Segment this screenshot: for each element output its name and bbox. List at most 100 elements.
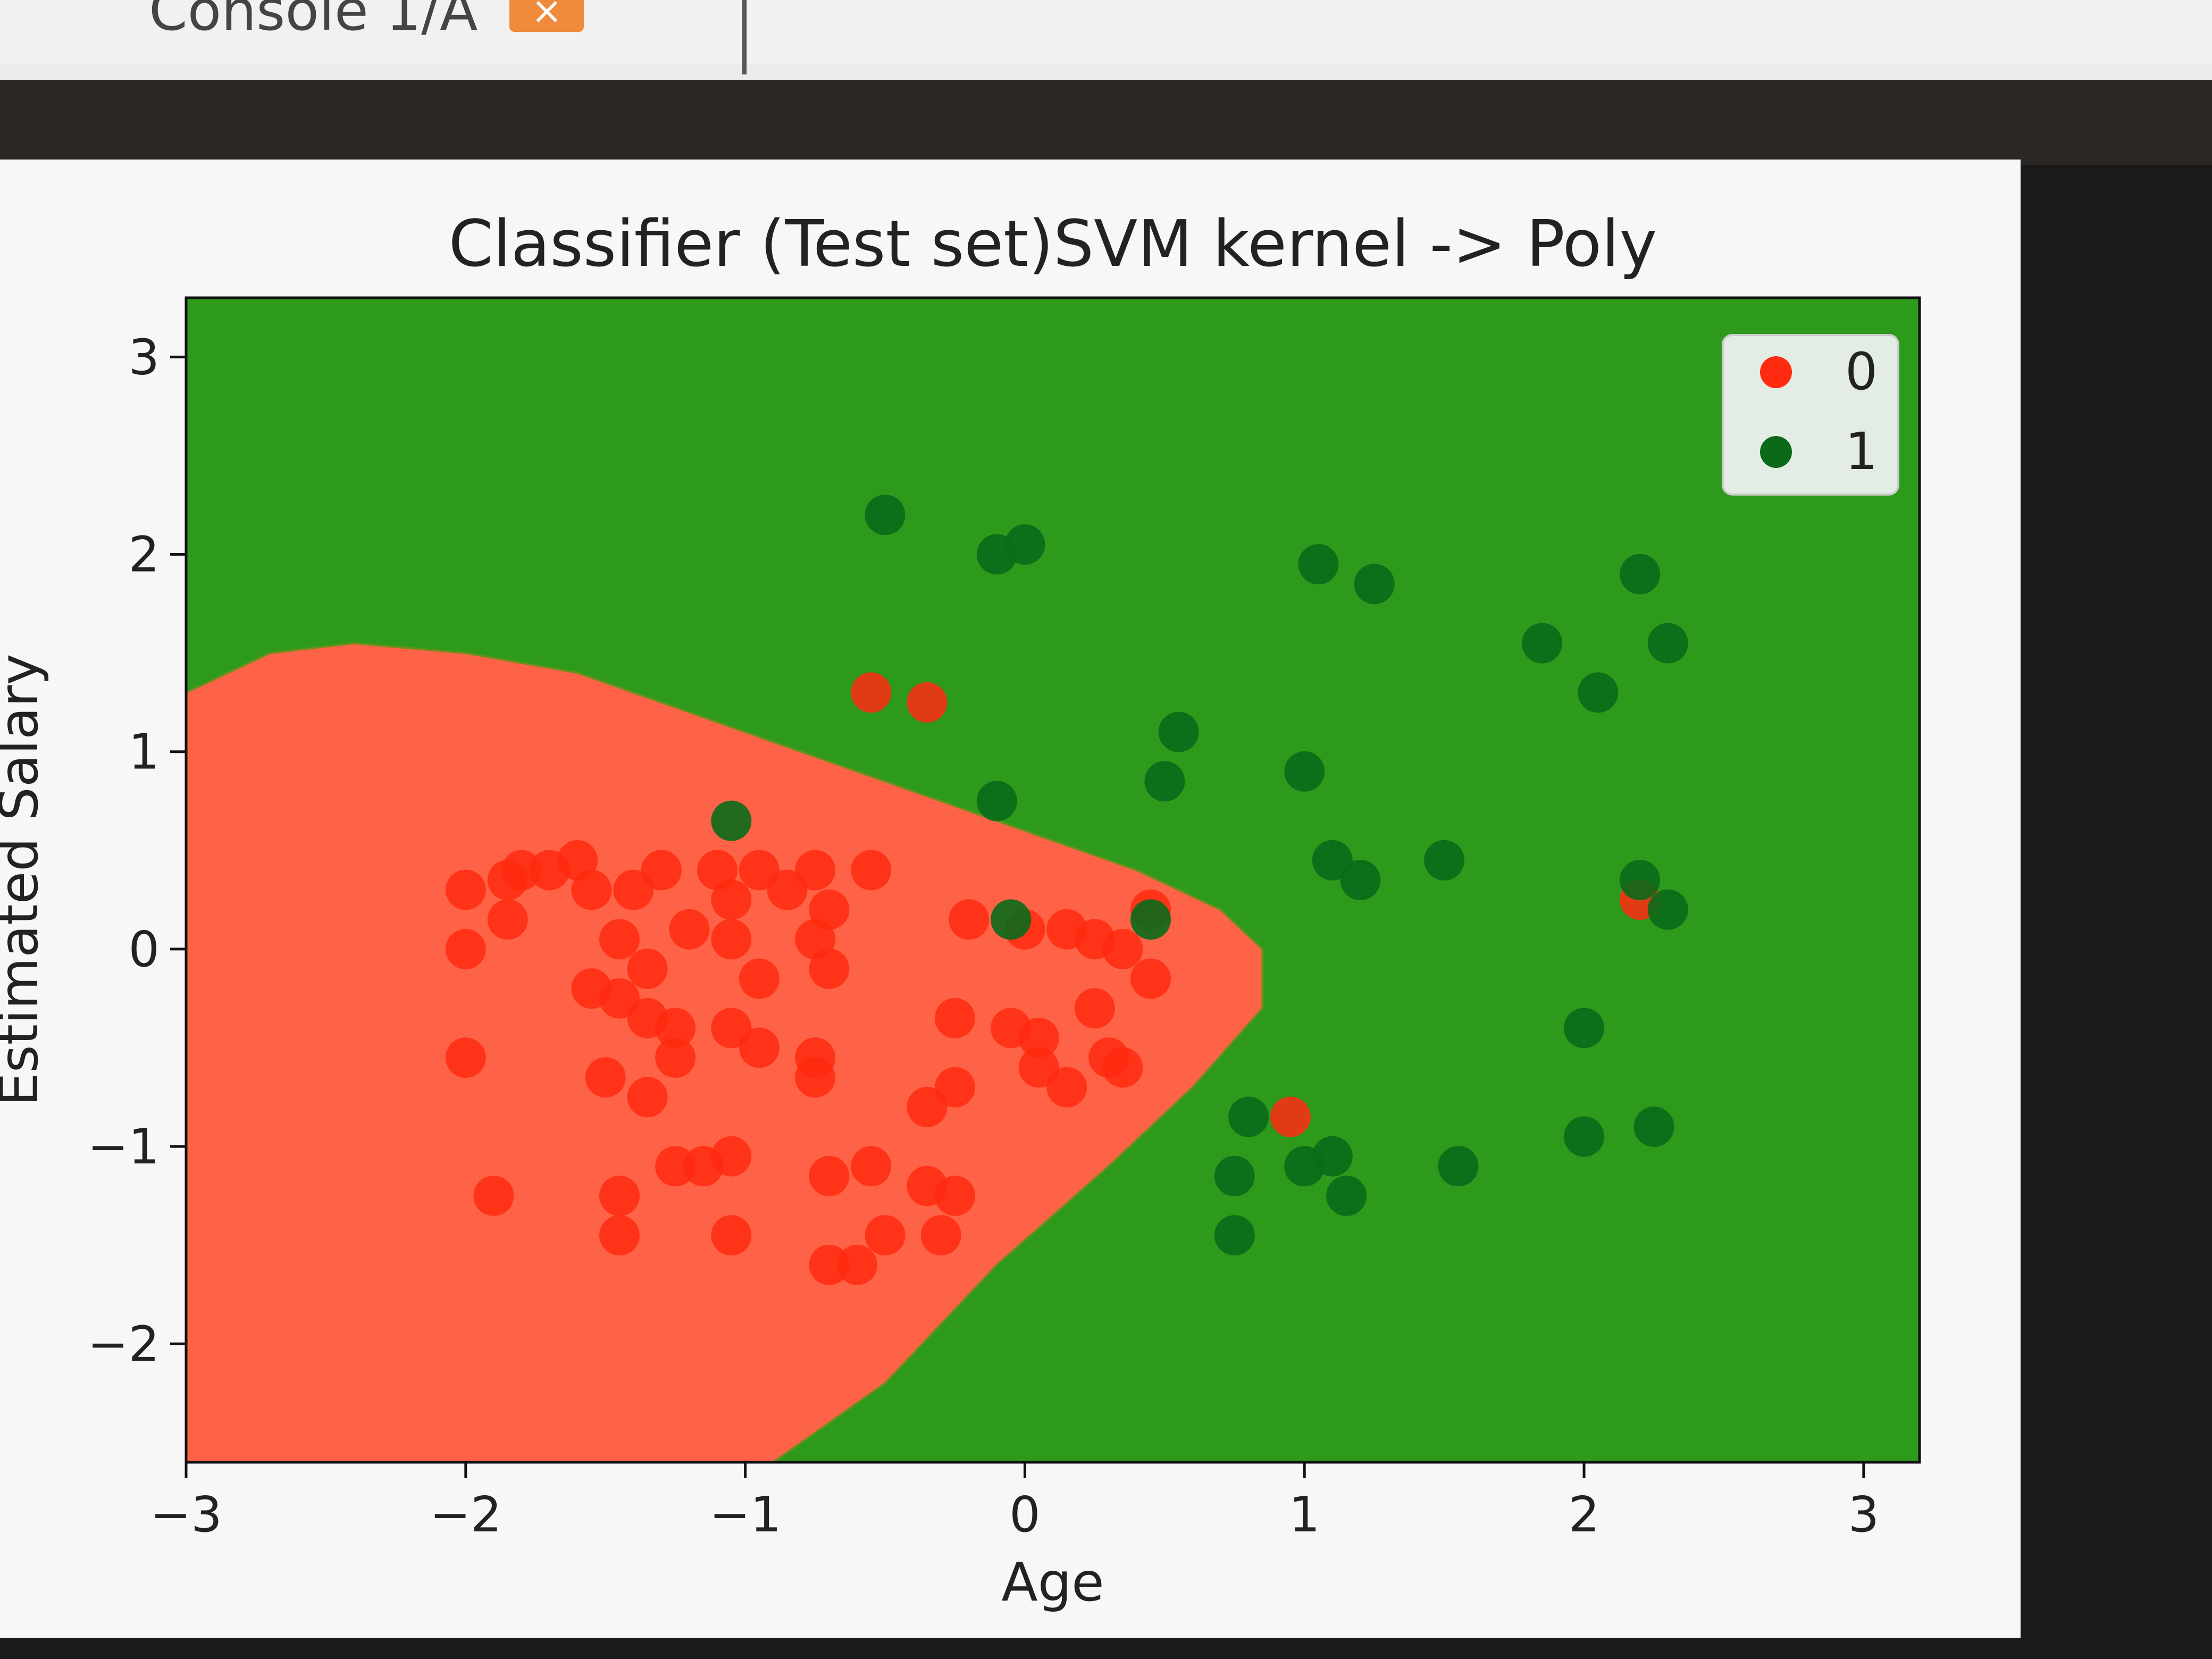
- point-class-1: [1633, 1106, 1674, 1147]
- point-class-1: [1522, 623, 1563, 664]
- y-tick-label: 0: [128, 921, 160, 978]
- legend-label-1: 1: [1845, 422, 1878, 481]
- close-tab-icon[interactable]: ×: [509, 0, 584, 32]
- point-class-0: [795, 1057, 836, 1098]
- point-class-0: [655, 1146, 696, 1187]
- point-class-0: [711, 919, 752, 960]
- point-class-0: [809, 949, 850, 990]
- point-class-1: [1647, 889, 1688, 930]
- point-class-0: [1130, 958, 1171, 999]
- point-class-0: [934, 1067, 975, 1108]
- x-tick-label: 1: [1289, 1486, 1320, 1543]
- point-class-1: [1326, 1175, 1367, 1216]
- point-class-0: [669, 909, 710, 950]
- point-class-0: [1270, 1096, 1311, 1137]
- point-class-0: [445, 928, 486, 969]
- point-class-1: [1564, 1116, 1605, 1157]
- point-class-0: [599, 1215, 640, 1256]
- legend: 0 1: [1722, 334, 1899, 496]
- point-class-0: [585, 1057, 626, 1098]
- console-tab-label: Console 1/A: [149, 0, 478, 43]
- point-class-1: [1214, 1155, 1255, 1196]
- point-class-0: [627, 949, 668, 990]
- point-class-1: [1158, 711, 1199, 752]
- y-axis-label: Estimated Salary: [0, 653, 50, 1106]
- point-class-0: [949, 899, 990, 940]
- tab-divider: [742, 0, 747, 74]
- point-class-1: [1564, 1008, 1605, 1049]
- point-class-0: [599, 919, 640, 960]
- point-class-0: [641, 850, 682, 891]
- point-class-0: [920, 1215, 961, 1256]
- point-class-0: [907, 682, 948, 723]
- point-class-0: [836, 1244, 877, 1285]
- x-tick-label: −2: [430, 1486, 502, 1543]
- point-class-0: [711, 1008, 752, 1049]
- point-class-0: [1074, 988, 1115, 1029]
- point-class-0: [711, 1136, 752, 1177]
- point-class-1: [991, 899, 1032, 940]
- point-class-1: [711, 800, 752, 841]
- point-class-1: [1298, 544, 1339, 585]
- point-class-0: [1088, 1037, 1129, 1078]
- y-axis-ticks: −2 −1 0 1 2 3: [87, 329, 186, 1372]
- x-axis-label: Age: [1001, 1551, 1104, 1613]
- console-tab[interactable]: Console 1/A ×: [149, 0, 584, 43]
- point-class-0: [851, 1146, 892, 1187]
- point-class-1: [1340, 860, 1381, 900]
- x-tick-label: −3: [150, 1486, 222, 1543]
- x-tick-label: 2: [1569, 1486, 1600, 1543]
- y-tick-label: −1: [87, 1118, 160, 1175]
- point-class-1: [1354, 564, 1395, 605]
- legend-marker-0: [1760, 356, 1792, 388]
- dark-panel-band: [0, 80, 2212, 165]
- x-tick-label: −1: [709, 1486, 782, 1543]
- point-class-0: [599, 1175, 640, 1216]
- point-class-1: [1228, 1096, 1269, 1137]
- x-tick-label: 0: [1009, 1486, 1041, 1543]
- point-class-0: [655, 1037, 696, 1078]
- y-tick-label: 1: [128, 724, 160, 781]
- point-class-0: [934, 1175, 975, 1216]
- point-class-0: [1018, 1017, 1059, 1058]
- point-class-0: [934, 998, 975, 1038]
- point-class-0: [655, 1008, 696, 1049]
- point-class-0: [739, 850, 780, 891]
- plot-frame: [185, 296, 1921, 1464]
- point-class-1: [1578, 672, 1619, 713]
- x-tick-label: 3: [1848, 1486, 1880, 1543]
- point-class-1: [1130, 899, 1171, 940]
- point-class-0: [809, 1244, 850, 1285]
- point-class-1: [1144, 761, 1185, 802]
- point-class-0: [1046, 1067, 1087, 1108]
- point-class-0: [711, 1215, 752, 1256]
- point-class-1: [1620, 554, 1661, 594]
- point-class-1: [1214, 1215, 1255, 1256]
- y-tick-label: −2: [87, 1316, 160, 1372]
- point-class-0: [851, 672, 892, 713]
- point-class-0: [767, 869, 808, 910]
- point-class-0: [487, 899, 528, 940]
- point-class-0: [445, 869, 486, 910]
- chart-title: Classifier (Test set)SVM kernel -> Poly: [449, 207, 1657, 281]
- point-class-0: [627, 1077, 668, 1118]
- point-class-1: [1004, 524, 1045, 565]
- point-class-0: [1018, 1047, 1059, 1088]
- plot-area: [186, 298, 1920, 1462]
- scatter-points: [445, 495, 1688, 1285]
- point-class-0: [1102, 928, 1143, 969]
- point-class-0: [795, 850, 836, 891]
- plot-figure: Classifier (Test set)SVM kernel -> Poly …: [0, 160, 2021, 1638]
- y-tick-label: 3: [128, 329, 160, 386]
- point-class-1: [1438, 1146, 1479, 1187]
- point-class-1: [976, 781, 1017, 822]
- point-class-0: [501, 850, 542, 891]
- point-class-0: [851, 850, 892, 891]
- point-class-0: [599, 978, 640, 1019]
- point-class-0: [445, 1037, 486, 1078]
- point-class-0: [865, 1215, 906, 1256]
- point-class-1: [1424, 840, 1465, 881]
- point-class-1: [1284, 751, 1325, 792]
- point-class-1: [1312, 1136, 1353, 1177]
- point-class-1: [1647, 623, 1688, 664]
